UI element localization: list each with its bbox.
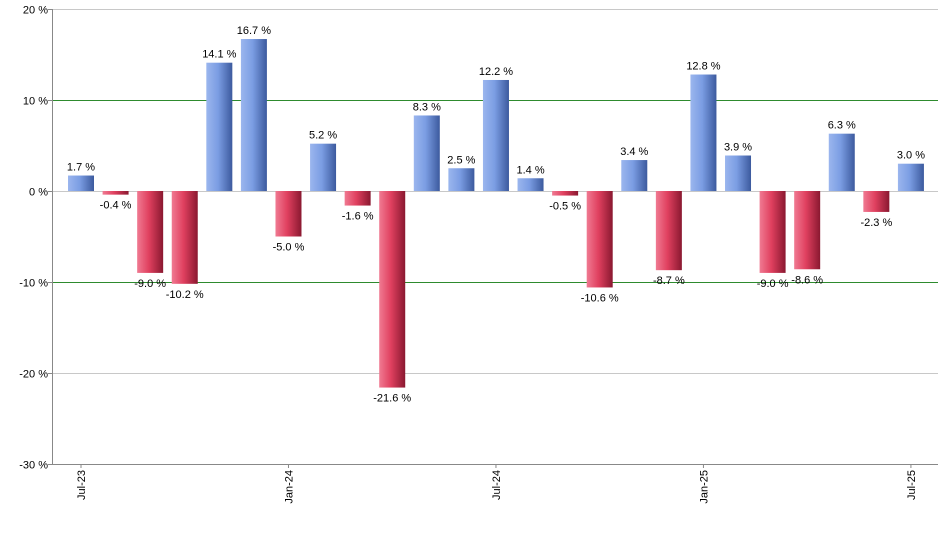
- data-label: 12.8 %: [686, 61, 720, 73]
- bar-Jun-25: [863, 191, 890, 212]
- data-label: 1.4 %: [516, 164, 544, 176]
- data-label: -2.3 %: [860, 217, 892, 229]
- y-tick-label: -20 %: [19, 369, 48, 381]
- bar-Oct-23: [171, 191, 198, 284]
- bar-Jul-23: [68, 175, 94, 191]
- data-label: -1.6 %: [342, 211, 374, 223]
- data-label: 14.1 %: [202, 49, 236, 61]
- bar-Apr-24: [379, 191, 406, 388]
- bar-Oct-24: [586, 191, 613, 288]
- bar-Jun-24: [448, 168, 475, 191]
- data-label: -10.6 %: [581, 292, 619, 304]
- bar-Dec-24: [655, 191, 682, 271]
- bar-Jul-24: [482, 79, 509, 191]
- x-tick-label: Jul-25: [906, 470, 918, 500]
- data-label: -8.6 %: [791, 274, 823, 286]
- x-tick-label: Jul-24: [491, 470, 503, 500]
- data-label: 3.0 %: [897, 150, 925, 162]
- data-label: -9.0 %: [134, 278, 166, 290]
- bar-May-25: [828, 133, 855, 191]
- data-label: 1.7 %: [67, 162, 95, 174]
- axes: 20 % 10 % 0 % -10 % -20 % -30 % Jul-23 Jan-24 Ju…: [19, 5, 938, 504]
- y-tick-label: -30 %: [19, 460, 48, 472]
- bar-Sep-24: [552, 191, 579, 196]
- y-tick-label: -10 %: [19, 278, 48, 290]
- bar-Jan-24: [275, 191, 302, 237]
- y-tick-label: 10 %: [23, 96, 48, 108]
- bar-Nov-24: [621, 160, 648, 191]
- y-tick-label: 0 %: [29, 187, 48, 199]
- x-tick-label: Jan-24: [283, 470, 295, 504]
- bar-Feb-24: [310, 143, 337, 191]
- bar-Jan-25: [690, 74, 717, 191]
- data-label: 12.2 %: [479, 66, 513, 78]
- y-tick-label: 20 %: [23, 5, 48, 17]
- bar-Aug-23: [102, 191, 129, 195]
- data-label: -9.0 %: [757, 278, 789, 290]
- x-tick-label: Jan-25: [698, 470, 710, 504]
- bar-Dec-23: [240, 39, 267, 191]
- data-label: 6.3 %: [828, 120, 856, 132]
- data-label: -0.4 %: [100, 200, 132, 212]
- data-label: 16.7 %: [237, 25, 271, 37]
- bar-Mar-24: [344, 191, 371, 206]
- bars: [68, 39, 924, 388]
- bar-Feb-25: [725, 155, 752, 191]
- data-label: 3.4 %: [620, 146, 648, 158]
- bar-Sep-23: [137, 191, 164, 273]
- data-label: -5.0 %: [273, 242, 305, 254]
- data-label: -10.2 %: [166, 289, 204, 301]
- bar-Mar-25: [759, 191, 786, 273]
- data-label: -0.5 %: [549, 201, 581, 213]
- data-labels: 1.7 %-0.4 %-9.0 %-10.2 %14.1 %16.7 %-5.0…: [67, 25, 925, 405]
- data-label: 5.2 %: [309, 130, 337, 142]
- bar-May-24: [413, 115, 440, 191]
- data-label: -21.6 %: [373, 393, 411, 405]
- bar-Apr-25: [794, 191, 821, 270]
- data-label: 2.5 %: [447, 154, 475, 166]
- data-label: 3.9 %: [724, 142, 752, 154]
- bar-Jul-25: [897, 163, 924, 191]
- data-label: 8.3 %: [413, 101, 441, 113]
- data-label: -8.7 %: [653, 275, 685, 287]
- x-tick-label: Jul-23: [76, 470, 88, 500]
- bar-Aug-24: [517, 178, 544, 191]
- bar-Nov-23: [206, 62, 233, 191]
